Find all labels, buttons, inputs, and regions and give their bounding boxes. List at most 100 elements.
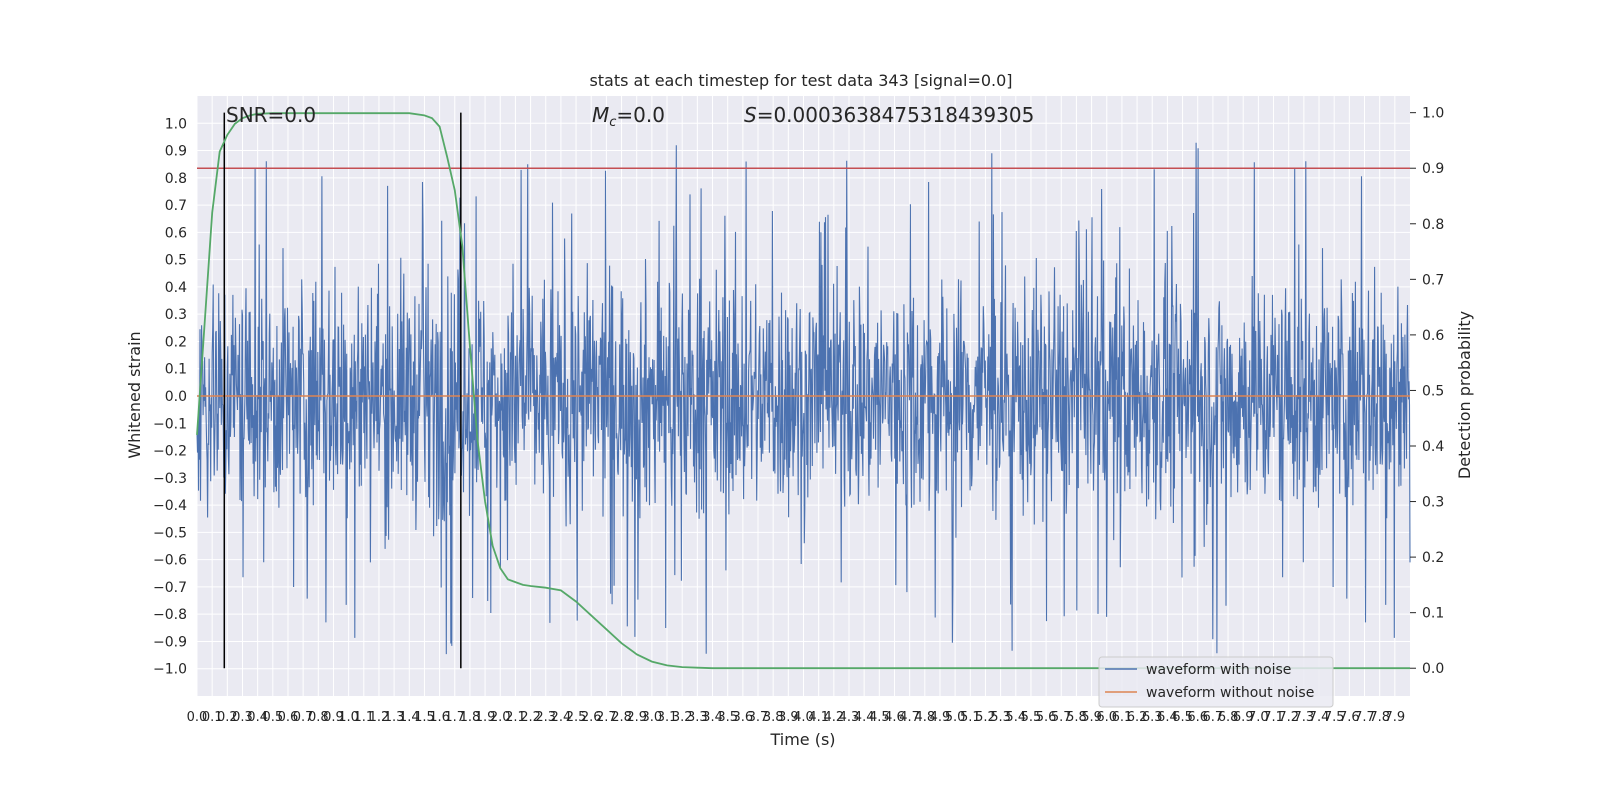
x-tick-label: 4.1 <box>808 710 829 725</box>
x-tick-label: 6.3 <box>1142 710 1163 725</box>
x-tick-label: 2.9 <box>626 710 647 725</box>
x-tick-label: 6.2 <box>1127 710 1148 725</box>
x-tick-label: 0.0 <box>187 710 208 725</box>
x-tick-label: 6.6 <box>1187 710 1208 725</box>
x-tick-label: 6.9 <box>1233 710 1254 725</box>
x-tick-label: 7.6 <box>1339 710 1360 725</box>
x-tick-label: 0.9 <box>323 710 344 725</box>
y-tick-label: −0.3 <box>153 471 187 487</box>
y-tick-label: 0.3 <box>165 307 187 323</box>
y-right-tick-label: 0.0 <box>1422 661 1444 677</box>
y-tick-label: 0.9 <box>165 144 187 160</box>
x-tick-label: 5.4 <box>1005 710 1026 725</box>
x-tick-label: 3.7 <box>748 710 769 725</box>
x-tick-label: 4.5 <box>869 710 890 725</box>
x-tick-label: 5.8 <box>1066 710 1087 725</box>
y-right-tick-label: 0.7 <box>1422 272 1444 288</box>
noise-waveform-layer <box>196 142 1411 655</box>
chirp-mass-subscript: c <box>609 115 616 130</box>
y-axis-right-label: Detection probability <box>1455 311 1474 479</box>
y-right-tick-label: 0.8 <box>1422 217 1444 233</box>
s-annotation: S=0.0003638475318439305 <box>744 103 1034 127</box>
x-tick-label: 5.7 <box>1051 710 1072 725</box>
x-tick-label: 5.9 <box>1081 710 1102 725</box>
legend-box <box>1098 656 1334 708</box>
series-waveform-with-noise <box>196 142 1411 655</box>
y-tick-label: 0.6 <box>165 225 187 241</box>
x-tick-label: 1.7 <box>444 710 465 725</box>
legend-label-noise: waveform with noise <box>1146 662 1291 678</box>
x-tick-label: 0.3 <box>232 710 253 725</box>
y-tick-label: 1.0 <box>165 116 187 132</box>
x-tick-label: 6.5 <box>1172 710 1193 725</box>
y-tick-label: −1.0 <box>153 662 187 678</box>
y-tick-label: 0.0 <box>165 389 187 405</box>
x-tick-label: 2.7 <box>596 710 617 725</box>
x-tick-label: 6.1 <box>1112 710 1133 725</box>
x-tick-label: 2.6 <box>581 710 602 725</box>
x-tick-label: 5.5 <box>1021 710 1042 725</box>
x-tick-label: 6.4 <box>1157 710 1178 725</box>
x-tick-label: 1.0 <box>338 710 359 725</box>
chirp-mass-symbol: M <box>592 103 609 127</box>
y-right-tick-label: 0.3 <box>1422 495 1444 511</box>
x-tick-label: 3.1 <box>657 710 678 725</box>
y-tick-label: −0.7 <box>153 580 187 596</box>
x-tick-label: 3.9 <box>778 710 799 725</box>
x-tick-label: 2.8 <box>611 710 632 725</box>
x-tick-label: 0.2 <box>217 710 238 725</box>
x-tick-label: 5.6 <box>1036 710 1057 725</box>
x-tick-label: 3.0 <box>642 710 663 725</box>
x-tick-label: 7.2 <box>1278 710 1299 725</box>
ticks-layer: 0.00.10.20.30.40.50.60.70.80.91.01.11.21… <box>153 106 1444 725</box>
y-right-tick-label: 0.4 <box>1422 439 1444 455</box>
x-tick-label: 5.1 <box>960 710 981 725</box>
x-tick-label: 4.2 <box>823 710 844 725</box>
y-tick-label: 0.2 <box>165 334 187 350</box>
x-axis-label: Time (s) <box>769 730 835 749</box>
x-tick-label: 3.6 <box>733 710 754 725</box>
y-right-tick-label: 0.2 <box>1422 550 1444 566</box>
lines-layer <box>196 112 1410 670</box>
y-right-tick-label: 0.9 <box>1422 161 1444 177</box>
y-tick-label: 0.1 <box>165 362 187 378</box>
legend: waveform with noise waveform without noi… <box>1098 656 1334 708</box>
x-tick-label: 5.2 <box>975 710 996 725</box>
x-tick-label: 4.9 <box>930 710 951 725</box>
x-tick-label: 4.0 <box>793 710 814 725</box>
x-tick-label: 1.8 <box>460 710 481 725</box>
y-right-tick-label: 0.5 <box>1422 383 1444 399</box>
x-tick-label: 6.7 <box>1203 710 1224 725</box>
y-tick-label: −0.8 <box>153 607 187 623</box>
chart-title: stats at each timestep for test data 343… <box>589 71 1012 90</box>
x-tick-label: 2.5 <box>566 710 587 725</box>
x-tick-label: 4.4 <box>854 710 875 725</box>
x-tick-label: 7.9 <box>1384 710 1405 725</box>
x-tick-label: 7.3 <box>1294 710 1315 725</box>
x-tick-label: 2.4 <box>551 710 572 725</box>
y-tick-label: −0.4 <box>153 498 187 514</box>
x-tick-label: 2.1 <box>505 710 526 725</box>
y-tick-label: 0.4 <box>165 280 187 296</box>
x-tick-label: 3.2 <box>672 710 693 725</box>
x-tick-label: 2.0 <box>490 710 511 725</box>
snr-annotation: SNR=0.0 <box>226 103 316 127</box>
x-tick-label: 7.4 <box>1309 710 1330 725</box>
x-tick-label: 7.0 <box>1248 710 1269 725</box>
chirp-mass-annotation: Mc=0.0 <box>592 103 665 130</box>
x-tick-label: 0.4 <box>247 710 268 725</box>
x-tick-label: 3.3 <box>687 710 708 725</box>
x-tick-label: 5.3 <box>990 710 1011 725</box>
x-tick-label: 6.8 <box>1218 710 1239 725</box>
x-tick-label: 3.5 <box>717 710 738 725</box>
x-tick-label: 0.7 <box>293 710 314 725</box>
x-tick-label: 1.9 <box>475 710 496 725</box>
x-tick-label: 0.6 <box>278 710 299 725</box>
chirp-mass-value: =0.0 <box>616 103 665 127</box>
x-tick-label: 5.0 <box>945 710 966 725</box>
x-tick-label: 2.3 <box>535 710 556 725</box>
x-tick-label: 3.4 <box>702 710 723 725</box>
x-tick-label: 2.2 <box>520 710 541 725</box>
y-tick-label: −0.9 <box>153 634 187 650</box>
x-tick-label: 1.3 <box>384 710 405 725</box>
